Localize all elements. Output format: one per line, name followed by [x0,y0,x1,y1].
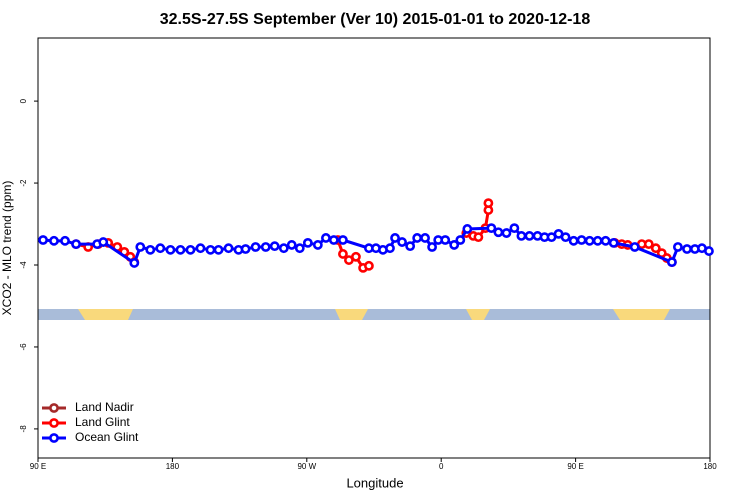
y-tick-label: -2 [19,179,28,187]
point [321,233,331,243]
y-tick-label: -4 [19,261,28,269]
point [427,242,437,252]
point [584,235,595,246]
land-sea-strip [38,309,710,320]
point [682,244,692,254]
point [629,242,640,252]
point [600,235,611,246]
point [509,223,520,234]
point [302,237,313,248]
x-tick-label: 180 [166,462,180,471]
point [576,235,587,245]
point [397,237,407,247]
point [269,241,280,252]
point [338,249,348,259]
point [165,244,176,255]
point [338,235,348,245]
x-tick-label: 90 E [30,462,46,471]
point [49,235,59,246]
point [473,232,484,243]
point [592,235,603,246]
point [98,237,109,247]
x-tick-label: 90 E [567,462,583,471]
point [643,239,654,250]
point [420,233,430,243]
point [672,242,683,252]
point [135,242,146,252]
point [71,239,81,250]
point [250,242,261,252]
point [440,235,451,245]
point [364,260,374,271]
point [516,231,527,241]
point [462,224,473,234]
point [240,244,251,254]
point [312,240,323,250]
point [223,243,234,254]
legend-label: Land Nadir [75,400,134,414]
y-axis-label: XCO2 - MLO trend (ppm) [0,181,14,316]
point [608,237,619,248]
chart-title: 32.5S-27.5S September (Ver 10) 2015-01-0… [160,11,591,28]
point [704,246,714,256]
point [501,228,512,238]
y-tick-label: -8 [19,425,28,433]
point [667,257,677,268]
legend-marker [49,403,59,413]
x-tick-label: 180 [703,462,717,471]
y-tick-label: -6 [19,343,28,351]
x-tick-label: 90 W [297,462,316,471]
point [328,235,339,245]
point [568,235,579,246]
point [129,258,140,268]
point [145,244,156,255]
point [286,240,297,250]
point [213,244,224,255]
point [412,233,423,243]
point [449,240,460,250]
point [455,235,466,245]
point [175,244,186,255]
point [486,223,497,234]
y-tick-label: 0 [19,98,28,103]
point [294,243,305,254]
point [405,241,416,252]
x-axis-label: Longitude [346,475,403,490]
point [60,235,70,246]
point [524,231,535,241]
x-tick-label: 0 [439,462,444,471]
legend-label: Ocean Glint [75,430,139,444]
point [185,244,196,255]
legend-marker [49,433,59,443]
point [493,227,504,238]
point [650,243,661,254]
point [205,244,216,255]
point [278,243,289,254]
point [483,198,494,209]
legend-marker [49,418,59,428]
legend-label: Land Glint [75,415,130,429]
point [560,232,571,243]
point [195,243,206,254]
point [385,243,395,254]
point [260,242,271,252]
point [390,233,400,243]
point [38,235,48,245]
point [351,251,361,262]
point [155,243,166,254]
